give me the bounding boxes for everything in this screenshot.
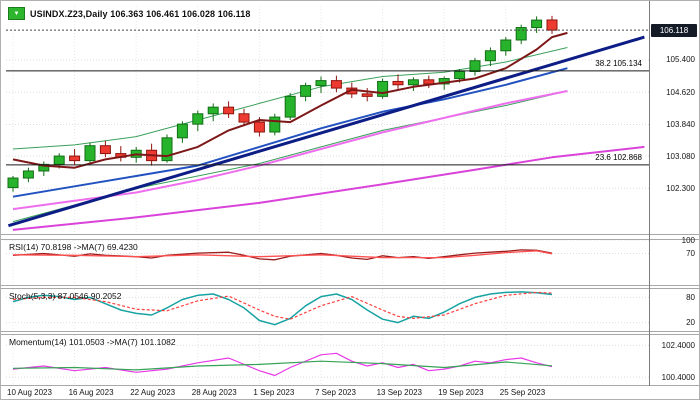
y-axis-label: 103.080 <box>666 151 695 161</box>
x-axis-label: 10 Aug 2023 <box>7 388 52 397</box>
y-axis-label: 102.4000 <box>661 340 695 350</box>
ohlc-values: 106.363 106.461 106.028 106.118 <box>110 8 251 19</box>
y-axis-label: 102.300 <box>666 183 695 193</box>
fib-label: 23.6 102.868 <box>595 152 642 162</box>
ma-fast-maroon <box>12 31 568 169</box>
stoch-k <box>12 291 553 326</box>
y-axis-label: 105.400 <box>666 55 695 65</box>
trendline-navy <box>7 35 645 228</box>
y-axis-label: 104.620 <box>666 87 695 97</box>
momentum-pane-title: Momentum(14) 101.0503 ->MA(7) 101.1082 <box>9 337 176 347</box>
x-axis-label: 25 Sep 2023 <box>499 388 546 397</box>
fib-label: 38.2 105.134 <box>595 58 642 68</box>
x-axis-label: 19 Sep 2023 <box>438 388 484 397</box>
ma-magenta-slow <box>12 145 645 231</box>
x-axis-label: 16 Aug 2023 <box>68 388 114 397</box>
ma-mid-blue <box>12 67 568 198</box>
y-axis-label: 80 <box>686 292 695 302</box>
current-price-badge: 106.118 <box>651 23 697 37</box>
symbol-dropdown-button[interactable]: ▼ <box>8 7 25 20</box>
symbol-quote-line: USINDX.Z23,Daily 106.363 106.461 106.028… <box>30 9 251 19</box>
chevron-down-icon: ▼ <box>13 10 20 17</box>
symbol-header: ▼ USINDX.Z23,Daily 106.363 106.461 106.0… <box>8 7 251 20</box>
momentum-ma <box>12 360 553 371</box>
y-axis-label: 103.840 <box>666 120 695 130</box>
x-axis-label: 7 Sep 2023 <box>315 388 356 397</box>
rsi-pane-title: RSI(14) 70.8198 ->MA(7) 69.4230 <box>9 242 138 252</box>
momentum <box>12 352 553 377</box>
x-axis-label: 28 Aug 2023 <box>191 388 237 397</box>
stoch-pane-title: Stoch(5,3,3) 87.0546 90.2052 <box>9 291 122 301</box>
y-axis-label: 100.4000 <box>661 372 695 382</box>
y-axis-label: 70 <box>686 249 695 258</box>
symbol-name: USINDX.Z23,Daily <box>30 8 108 19</box>
rsi-ma <box>12 250 553 259</box>
y-axis-label: 100 <box>681 235 695 245</box>
y-axis-label: 20 <box>686 318 695 328</box>
x-axis-label: 1 Sep 2023 <box>253 388 295 397</box>
x-axis-label: 22 Aug 2023 <box>130 388 176 397</box>
x-axis-label: 13 Sep 2023 <box>376 388 422 397</box>
